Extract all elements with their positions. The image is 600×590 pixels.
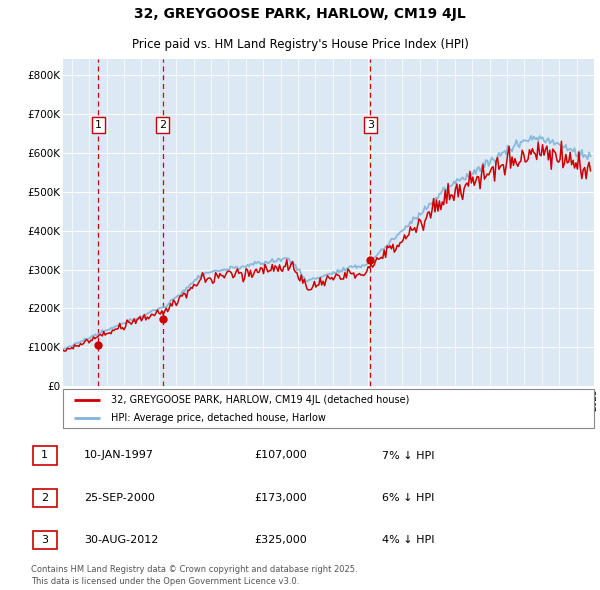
Text: 7% ↓ HPI: 7% ↓ HPI xyxy=(382,451,434,460)
Text: 1: 1 xyxy=(41,451,48,460)
Text: £325,000: £325,000 xyxy=(254,536,307,545)
FancyBboxPatch shape xyxy=(32,447,57,464)
Text: 32, GREYGOOSE PARK, HARLOW, CM19 4JL (detached house): 32, GREYGOOSE PARK, HARLOW, CM19 4JL (de… xyxy=(111,395,409,405)
Text: £173,000: £173,000 xyxy=(254,493,307,503)
Text: 3: 3 xyxy=(41,536,48,545)
Text: 25-SEP-2000: 25-SEP-2000 xyxy=(84,493,155,503)
Text: 4% ↓ HPI: 4% ↓ HPI xyxy=(382,536,434,545)
Text: 32, GREYGOOSE PARK, HARLOW, CM19 4JL: 32, GREYGOOSE PARK, HARLOW, CM19 4JL xyxy=(134,7,466,21)
Text: 6% ↓ HPI: 6% ↓ HPI xyxy=(382,493,434,503)
FancyBboxPatch shape xyxy=(32,532,57,549)
FancyBboxPatch shape xyxy=(32,489,57,507)
Text: Price paid vs. HM Land Registry's House Price Index (HPI): Price paid vs. HM Land Registry's House … xyxy=(131,38,469,51)
Text: 1: 1 xyxy=(95,120,102,130)
Text: Contains HM Land Registry data © Crown copyright and database right 2025.
This d: Contains HM Land Registry data © Crown c… xyxy=(31,565,358,586)
Text: 3: 3 xyxy=(367,120,374,130)
Text: HPI: Average price, detached house, Harlow: HPI: Average price, detached house, Harl… xyxy=(111,413,326,423)
Text: 2: 2 xyxy=(159,120,166,130)
Text: 10-JAN-1997: 10-JAN-1997 xyxy=(84,451,154,460)
Text: £107,000: £107,000 xyxy=(254,451,307,460)
Text: 2: 2 xyxy=(41,493,48,503)
Text: 30-AUG-2012: 30-AUG-2012 xyxy=(84,536,158,545)
FancyBboxPatch shape xyxy=(63,389,594,428)
